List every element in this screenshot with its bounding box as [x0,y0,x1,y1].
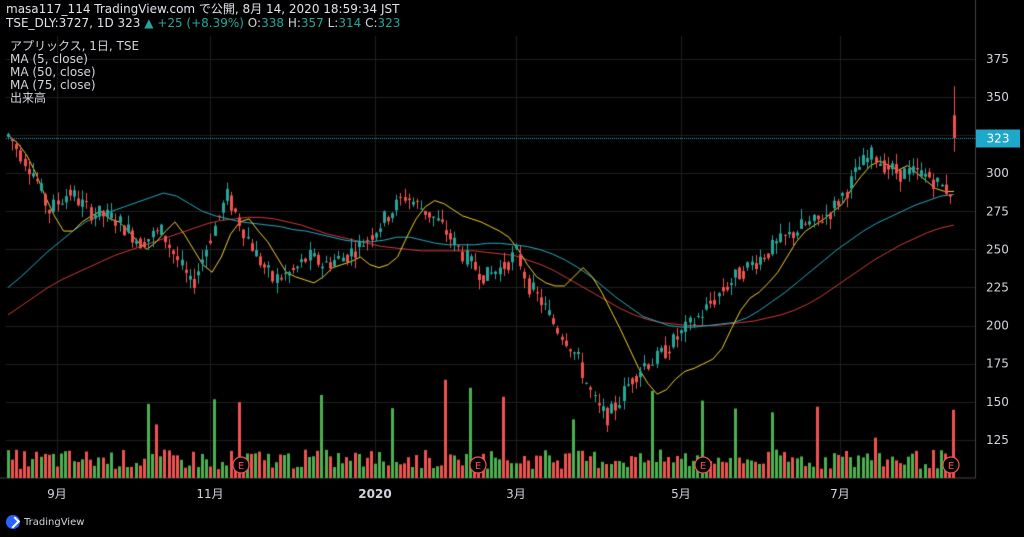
symbol-label[interactable]: TSE_DLY:3727, 1D 323 [6,16,141,30]
brand-name: TradingView [24,516,85,528]
change-value: ▲ +25 (+8.39%) [144,16,244,30]
tradingview-branding[interactable]: TradingView [6,514,84,530]
legend-title[interactable]: アプリックス, 1日, TSE [10,39,140,53]
legend-ma75[interactable]: MA (75, close) [10,78,96,92]
indicator-legend: アプリックス, 1日, TSE MA (5, close) MA (50, cl… [10,40,139,105]
high-value: 357 [300,16,324,30]
legend-volume[interactable]: 出来高 [10,91,47,105]
tradingview-logo-icon [6,515,20,529]
high-label: H: [287,16,301,30]
ohlc-header: TSE_DLY:3727, 1D 323 ▲ +25 (+8.39%) O:33… [6,16,400,30]
close-label: C: [365,16,378,30]
close-value: 323 [377,16,401,30]
publish-line: masa117_114 TradingView.com で公開, 8月 14, … [6,2,400,16]
low-value: 314 [338,16,362,30]
open-value: 338 [261,16,284,30]
open-label: O: [247,16,262,30]
low-label: L: [327,16,339,30]
publish-info: masa117_114 TradingView.com で公開, 8月 14, … [6,2,399,16]
legend-ma5[interactable]: MA (5, close) [10,52,88,66]
legend-ma50[interactable]: MA (50, close) [10,65,96,79]
